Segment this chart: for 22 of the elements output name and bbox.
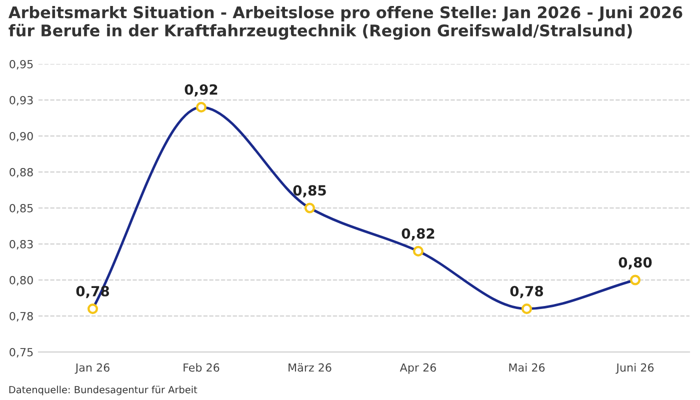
- x-tick-label: Apr 26: [400, 363, 436, 374]
- x-tick-label: Feb 26: [184, 363, 220, 372]
- y-tick-label: 0,83: [10, 240, 33, 250]
- y-tick-label: 0,95: [10, 60, 33, 70]
- y-tick-label: 0,78: [10, 312, 33, 322]
- data-label: 0,80: [618, 257, 652, 270]
- text: Datenquelle: Bundesagentur für Arbeit: [9, 386, 198, 396]
- x-tick-label: Jan 26: [74, 363, 110, 374]
- y-tick-label: 0,85: [10, 204, 33, 214]
- x-tick-label: Juni 26: [616, 363, 654, 374]
- x-tick-label: Mai 26: [509, 363, 545, 372]
- x-tick-label: März 26: [288, 363, 332, 372]
- y-tick-label: 0,75: [10, 348, 33, 358]
- data-label: 0,92: [184, 84, 218, 97]
- data-label: 0,85: [293, 185, 326, 198]
- data-label: 0,82: [402, 228, 434, 241]
- y-tick-label: 0,80: [10, 276, 33, 286]
- y-tick-label: 0,90: [10, 132, 33, 142]
- data-label: 0,78: [510, 286, 544, 298]
- y-tick-label: 0,93: [10, 96, 33, 106]
- y-tick-label: 0,88: [10, 168, 33, 178]
- chart-title: Arbeitsmarkt Situation - Arbeitslose pro offene Stelle: Jan 2026 - Juni 2026 für Berufe in der Kraftfahrzeugtechnik (Region Greifswald/Stralsund): [8, 6, 682, 40]
